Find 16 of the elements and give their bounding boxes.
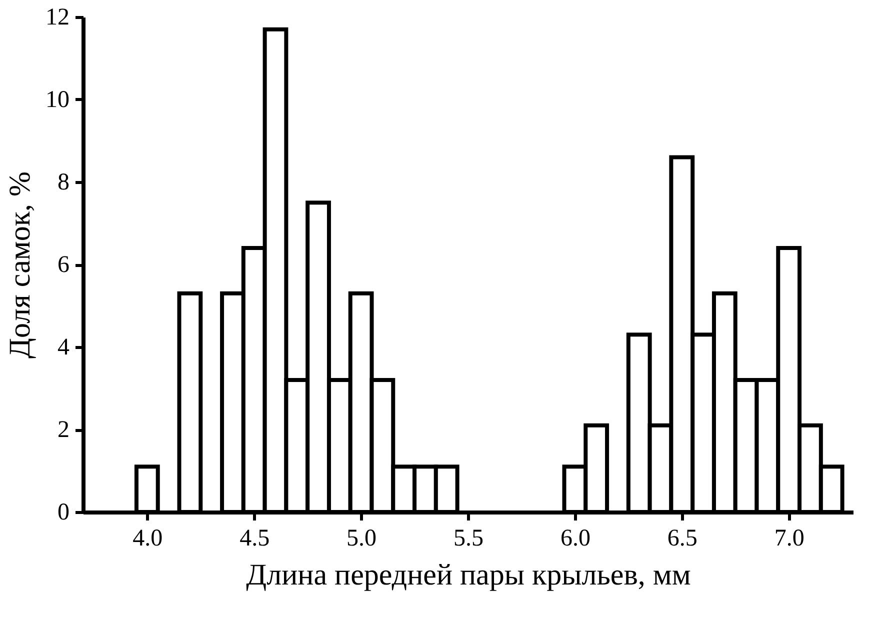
y-tick-label: 6 (58, 252, 70, 278)
x-tick-label: 4.5 (240, 526, 270, 552)
x-tick-label: 4.0 (132, 526, 163, 552)
y-tick-label: 4 (58, 334, 70, 360)
x-tick-label: 6.0 (560, 526, 590, 552)
x-tick-label: 5.0 (346, 526, 377, 552)
x-axis-title: Длина передней пары крыльев, мм (246, 558, 691, 592)
y-tick-label: 2 (58, 417, 70, 443)
y-tick-label: 0 (58, 500, 70, 526)
x-tick-label: 5.5 (454, 526, 484, 552)
y-tick-label: 8 (58, 170, 70, 196)
x-tick-label: 6.5 (667, 526, 698, 552)
y-tick-label: 12 (46, 4, 70, 30)
x-tick-label: 7.0 (774, 526, 804, 552)
y-axis-title: Доля самок, % (4, 172, 36, 358)
y-tick-label: 10 (46, 87, 70, 113)
